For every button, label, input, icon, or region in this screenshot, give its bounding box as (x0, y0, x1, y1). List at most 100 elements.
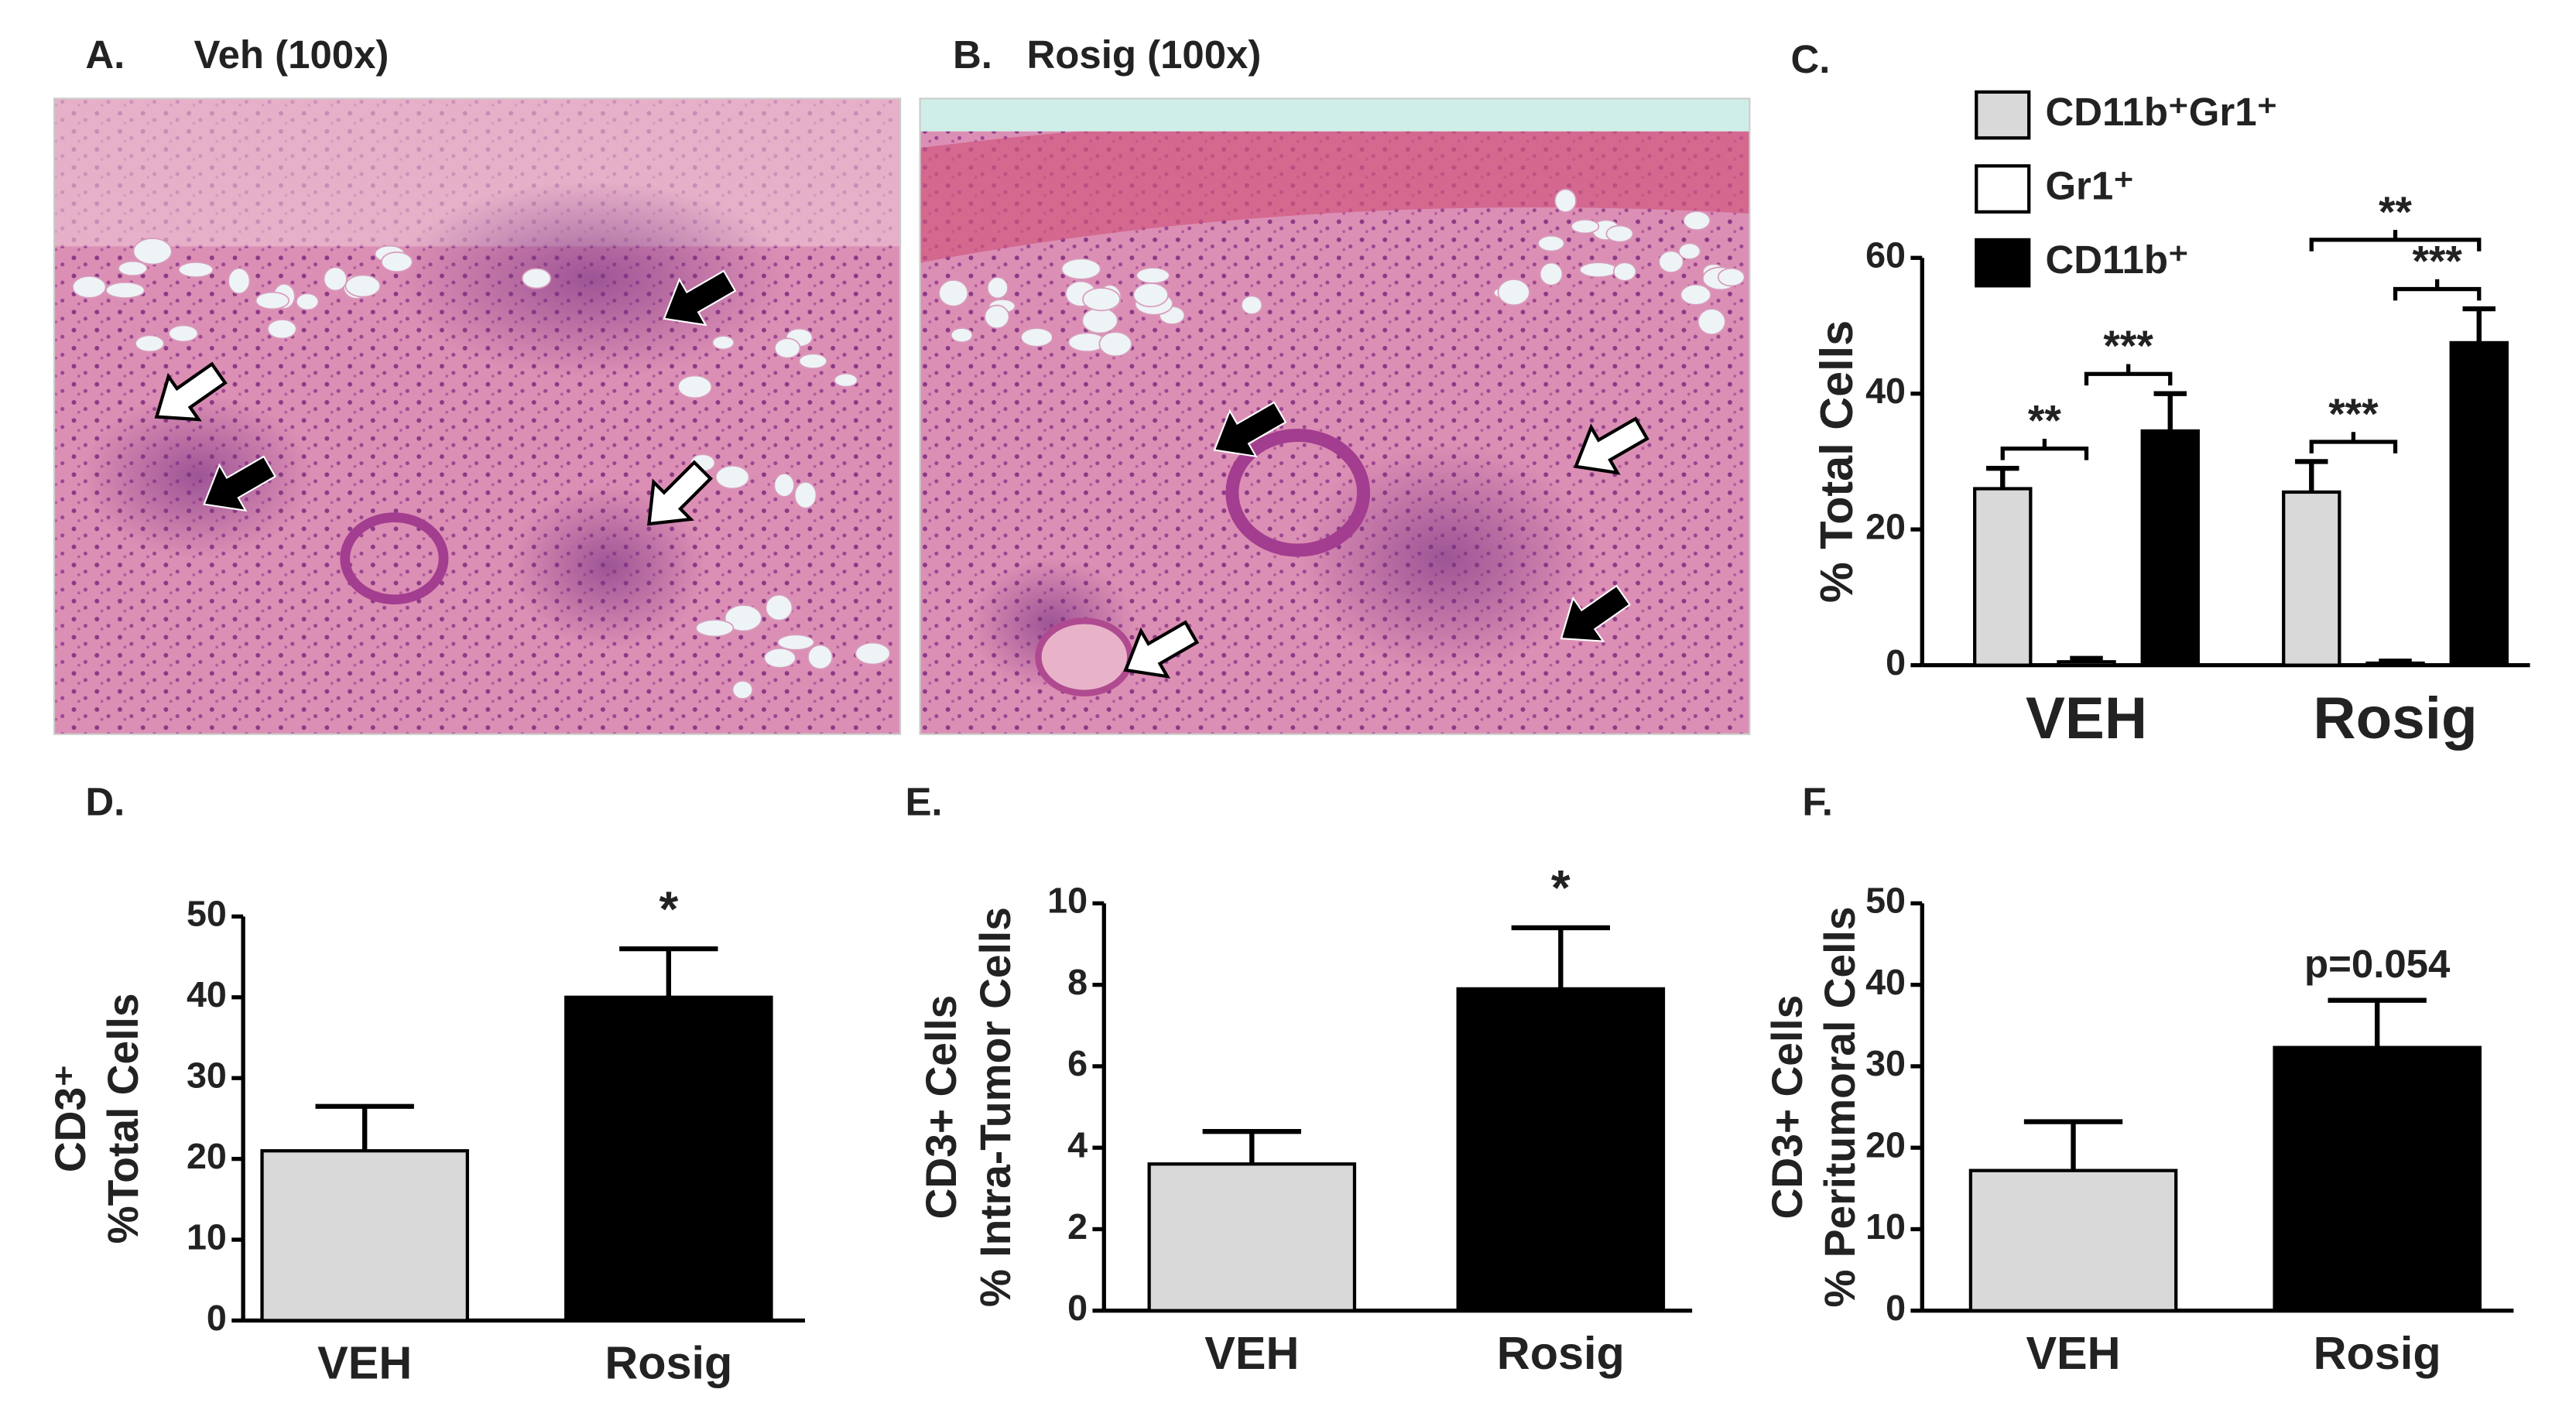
fat-cell (793, 481, 817, 509)
significance-label: ** (2028, 397, 2061, 445)
bar (2057, 660, 2116, 667)
error-bar (2462, 306, 2496, 343)
significance-label: *** (2328, 390, 2379, 438)
fat-cell (177, 262, 214, 278)
fat-cell (521, 268, 552, 289)
y-tick-label: 20 (1865, 506, 1906, 546)
panel-label: D. (85, 779, 125, 823)
error-bar (2379, 659, 2412, 664)
y-tick-label: 2 (1067, 1206, 1088, 1247)
legend-swatch (1975, 164, 2031, 214)
fat-cell (711, 335, 735, 351)
fat-cell (1613, 262, 1637, 282)
y-axis-label: % Intra-Tumor Cells (971, 907, 1019, 1307)
fat-cell (724, 604, 762, 632)
x-tick-label: VEH (1204, 1327, 1299, 1379)
fat-cells (71, 188, 1745, 700)
bar (1973, 487, 2033, 667)
significance-bracket (2084, 364, 2173, 386)
panel-label: F. (1802, 779, 1833, 823)
y-tick-label: 0 (207, 1298, 227, 1338)
y-tick-label: 0 (1067, 1288, 1088, 1328)
fat-cell (855, 641, 891, 665)
error-bar (2328, 997, 2427, 1048)
fat-cell (381, 251, 413, 272)
fat-cell (323, 266, 348, 292)
bar (1456, 987, 1666, 1312)
fat-cell (798, 353, 828, 369)
x-tick-label: VEH (317, 1337, 412, 1389)
fat-cell (1683, 210, 1711, 231)
fat-cell (677, 375, 713, 399)
fat-cell (774, 337, 801, 359)
fat-cell (1579, 262, 1619, 278)
y-tick-label: 0 (1886, 1288, 1906, 1328)
y-tick-label: 40 (1865, 371, 1906, 411)
fat-cell (168, 324, 199, 343)
y-axis-label: %Total Cells (99, 993, 147, 1244)
fat-cell (1537, 234, 1565, 252)
y-tick-label: 30 (187, 1055, 227, 1096)
panel-title: Veh (100x) (194, 33, 389, 77)
fat-cell (1678, 242, 1701, 260)
error-bar (619, 946, 718, 997)
fat-cell (834, 372, 858, 388)
significance-label: * (1551, 860, 1571, 915)
fat-cell (255, 291, 289, 310)
panel-label: E. (905, 779, 942, 823)
fat-cell (938, 279, 969, 307)
fat-cell (1554, 188, 1577, 214)
y-tick-label: 40 (187, 974, 227, 1014)
fat-cell (1571, 219, 1600, 234)
y-tick-label: 20 (187, 1136, 227, 1176)
x-tick-label: VEH (2026, 686, 2147, 751)
fat-cell (1081, 307, 1118, 334)
y-axis-label: % Peritumoral Cells (1816, 906, 1864, 1307)
y-tick-label: 4 (1067, 1125, 1088, 1165)
error-bar (2153, 391, 2187, 431)
y-tick-label: 8 (1067, 962, 1088, 1002)
x-tick-label: Rosig (2313, 686, 2477, 751)
y-axis-label: % Total Cells (1810, 320, 1862, 603)
y-tick-label: 60 (1865, 235, 1906, 275)
fat-cell (132, 238, 173, 265)
significance-label: *** (2412, 238, 2462, 286)
bar (2449, 340, 2509, 667)
significance-bracket (2309, 230, 2482, 251)
fat-cell (1098, 331, 1132, 358)
fat-cell (105, 282, 146, 299)
bar (2282, 490, 2341, 667)
legend-label: CD11b⁺ (2045, 238, 2188, 282)
y-tick-label: 50 (1865, 881, 1906, 921)
y-axis-label: CD3+ Cells (917, 995, 965, 1220)
fat-cell (344, 274, 382, 298)
bar (2273, 1045, 2482, 1312)
fat-cell (228, 267, 251, 295)
bar (1147, 1162, 1357, 1312)
fat-cell (765, 594, 793, 621)
fat-cell (773, 473, 795, 498)
fat-cell (763, 648, 796, 669)
y-tick-label: 0 (1886, 642, 1906, 683)
y-tick-label: 20 (1865, 1125, 1906, 1165)
significance-bracket (2393, 279, 2482, 301)
panel-title: Rosig (100x) (1027, 33, 1262, 77)
legend-swatch (1975, 90, 2031, 140)
x-tick-label: Rosig (1497, 1327, 1625, 1379)
y-tick-label: 30 (1865, 1043, 1906, 1083)
panel-label: A. (85, 33, 125, 77)
fat-cell (695, 619, 735, 638)
fat-cell (1497, 279, 1530, 306)
y-tick-label: 50 (187, 894, 227, 934)
x-tick-label: Rosig (2314, 1327, 2441, 1379)
fat-cell (984, 304, 1010, 330)
legend-swatch (1975, 238, 2031, 288)
significance-label: ** (2379, 188, 2412, 236)
y-tick-label: 10 (1047, 881, 1088, 921)
significance-label: * (659, 881, 678, 936)
fat-cell (986, 276, 1009, 299)
x-tick-label: VEH (2026, 1327, 2120, 1379)
fat-cell (71, 275, 107, 299)
error-bar (1986, 466, 2019, 489)
